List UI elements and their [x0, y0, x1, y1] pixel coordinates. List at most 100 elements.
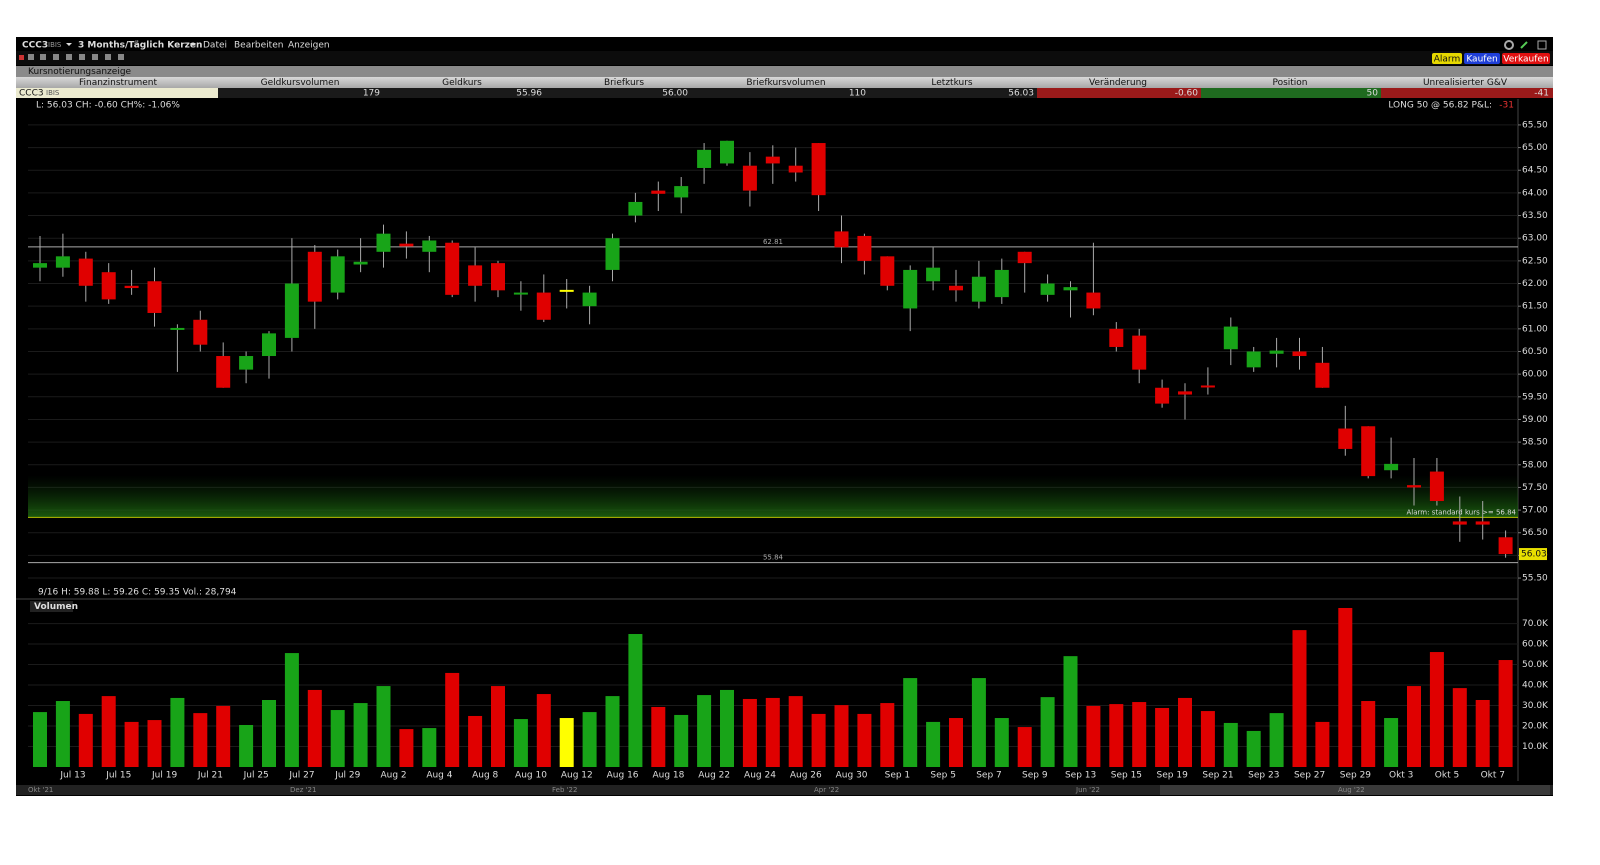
sell-button-label[interactable]: Verkaufen — [1503, 55, 1548, 65]
volume-bar — [1200, 711, 1215, 767]
navigator[interactable] — [16, 785, 1553, 795]
tool-icons[interactable] — [19, 54, 124, 60]
column-header[interactable]: Unrealisierter G&V — [1423, 78, 1508, 88]
dropdown-icon[interactable] — [66, 43, 72, 46]
sell-button[interactable] — [1502, 53, 1550, 64]
x-tick-label: Sep 23 — [1248, 771, 1279, 781]
candle-body — [1498, 537, 1513, 555]
x-tick-label: Sep 19 — [1157, 771, 1189, 781]
volume-bar — [1384, 718, 1399, 767]
candle-body — [1269, 350, 1284, 354]
volume-bar — [78, 713, 93, 767]
column-header[interactable]: Letztkurs — [931, 78, 973, 88]
volume-bar — [399, 729, 414, 767]
y-tick-label: 60.00 — [1522, 370, 1548, 380]
volume-bar — [1178, 697, 1192, 767]
candle-body — [949, 285, 963, 291]
volume-bar — [857, 713, 872, 767]
candle-body — [78, 258, 93, 286]
dropdown-icon[interactable] — [190, 43, 196, 46]
buy-button[interactable] — [1464, 53, 1500, 64]
column-header[interactable]: Position — [1272, 78, 1307, 88]
link-icon[interactable] — [1520, 41, 1528, 49]
buy-button-label[interactable]: Kaufen — [1466, 55, 1497, 65]
x-tick-label: Jul 25 — [243, 771, 269, 781]
candle-body — [33, 263, 47, 268]
y-tick-label: 62.50 — [1522, 256, 1548, 266]
column-header[interactable]: Briefkurs — [604, 78, 644, 88]
change-cell — [1037, 88, 1201, 98]
candle-body — [994, 269, 1009, 298]
volume-bar — [353, 703, 368, 767]
position-pnl: -31 — [1499, 101, 1514, 111]
alarm-button[interactable] — [1432, 53, 1462, 64]
volume-bar — [1063, 656, 1078, 767]
volume-bar — [330, 710, 345, 767]
y-tick-label: 64.50 — [1522, 166, 1548, 176]
volume-bar — [101, 696, 116, 767]
panel-title[interactable]: Kursnotierungsanzeige — [28, 67, 132, 77]
candle-body — [1384, 463, 1399, 471]
navigator-window[interactable] — [1160, 785, 1550, 795]
candle-body — [1109, 328, 1124, 347]
last-price-label: 56.03 — [1521, 550, 1547, 560]
volume-bar — [628, 634, 643, 767]
navigator-label: Okt '21 — [28, 786, 53, 794]
cell: -0.60 — [1175, 89, 1199, 99]
volume-bar — [536, 694, 551, 767]
volume-bar — [468, 715, 483, 767]
volume-bar — [147, 720, 162, 767]
candle-body — [284, 283, 299, 338]
symbol[interactable]: CCC3 — [22, 41, 48, 51]
candle-body — [1200, 385, 1215, 388]
column-header[interactable]: Geldkursvolumen — [261, 78, 340, 88]
candle-body — [903, 269, 918, 309]
x-tick-label: Aug 22 — [698, 771, 730, 781]
reference-label: 62.81 — [763, 238, 783, 246]
volume-bar — [491, 686, 505, 767]
maximize-icon[interactable] — [1537, 40, 1547, 50]
volume-bar — [1246, 730, 1261, 767]
volume-bar — [55, 701, 70, 767]
volume-bar — [124, 721, 139, 767]
candle-body — [926, 267, 941, 282]
cell: 56.00 — [662, 89, 688, 99]
candle-body — [216, 356, 231, 388]
column-header[interactable]: Geldkurs — [442, 78, 482, 88]
x-tick-label: Sep 5 — [930, 771, 956, 781]
position-info: LONG 50 @ 56.82 P&L: — [1388, 101, 1492, 111]
alarm-button-label[interactable]: Alarm — [1434, 55, 1460, 65]
x-tick-label: Sep 29 — [1340, 771, 1372, 781]
candle-body — [1315, 362, 1330, 388]
menu-item[interactable]: Datei — [203, 41, 227, 51]
x-tick-label: Sep 1 — [885, 771, 911, 781]
row-bg — [218, 88, 1037, 98]
candle-body — [491, 263, 505, 291]
candle-body — [559, 289, 574, 292]
column-header[interactable]: Veränderung — [1089, 78, 1147, 88]
volume-bar — [1315, 721, 1330, 767]
menu-item[interactable]: Bearbeiten — [234, 41, 283, 51]
volume-bar — [1407, 686, 1421, 767]
candle-body — [742, 165, 757, 191]
column-header[interactable]: Briefkursvolumen — [746, 78, 825, 88]
period[interactable]: 3 Months/Täglich Kerzen — [78, 41, 202, 51]
candle-body — [628, 201, 643, 216]
volume-tag — [30, 601, 73, 612]
x-tick-label: Aug 16 — [607, 771, 639, 781]
x-tick-label: Jul 15 — [105, 771, 131, 781]
volume-bar — [216, 705, 231, 767]
candle-body — [170, 327, 185, 330]
menu-item[interactable]: Anzeigen — [288, 41, 330, 51]
volume-bar — [903, 678, 918, 767]
position-cell — [1201, 88, 1381, 98]
candle-body — [376, 233, 391, 252]
panel-header — [16, 66, 1553, 77]
candle-body — [536, 292, 551, 320]
candle-body — [239, 356, 254, 370]
column-header[interactable]: Finanzinstrument — [79, 78, 158, 88]
settings-icon[interactable] — [1504, 40, 1514, 50]
candle-body — [971, 276, 986, 302]
